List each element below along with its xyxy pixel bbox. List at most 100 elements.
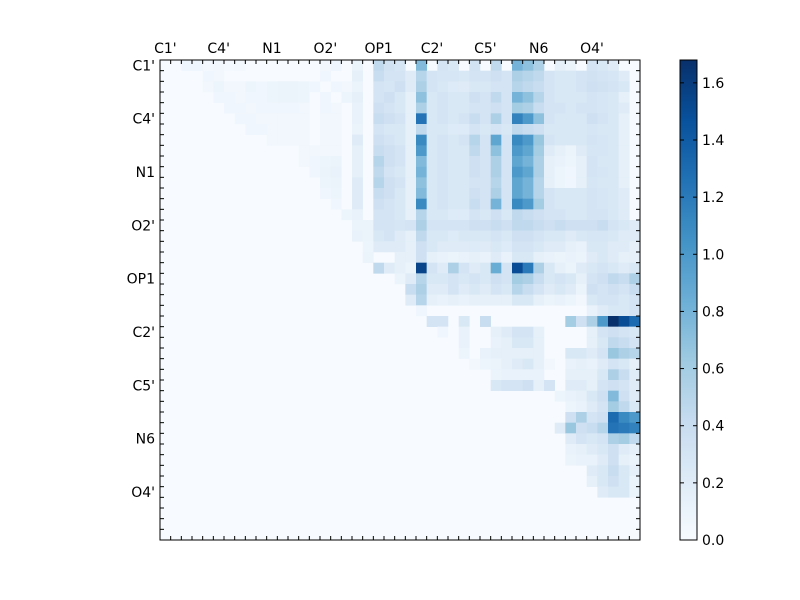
- y-tick-label: N6: [136, 432, 155, 448]
- heatmap-cell: [416, 188, 427, 199]
- heatmap-cell: [608, 177, 619, 189]
- heatmap-cell: [629, 390, 641, 402]
- heatmap-cell: [565, 284, 577, 295]
- heatmap-cell: [480, 284, 491, 295]
- heatmap-cell: [352, 81, 363, 93]
- heatmap-cell: [597, 124, 609, 135]
- heatmap-cell: [597, 294, 609, 306]
- heatmap-cell: [629, 326, 641, 338]
- heatmap-cell: [522, 380, 534, 391]
- heatmap-cell: [288, 134, 299, 146]
- heatmap-cell: [469, 81, 481, 93]
- heatmap-cell: [480, 241, 491, 253]
- heatmap-cell: [501, 102, 513, 114]
- heatmap-cell: [320, 166, 331, 178]
- heatmap-cell: [373, 102, 385, 114]
- heatmap-cell: [490, 134, 502, 146]
- heatmap-cell: [458, 220, 470, 231]
- heatmap-cell: [416, 209, 427, 221]
- heatmap-cell: [576, 380, 587, 391]
- heatmap-cell: [512, 230, 523, 242]
- heatmap-cell: [597, 284, 609, 295]
- x-tick-label: C5': [474, 41, 497, 57]
- heatmap-cell: [586, 326, 598, 338]
- heatmap-cell: [384, 124, 395, 135]
- heatmap-cell: [597, 369, 609, 381]
- heatmap-cell: [458, 102, 470, 114]
- heatmap-cell: [437, 220, 449, 231]
- heatmap-cell: [416, 284, 427, 295]
- heatmap-cell: [586, 113, 598, 125]
- heatmap-cell: [576, 390, 587, 402]
- heatmap-cell: [544, 92, 555, 103]
- heatmap-cell: [522, 348, 534, 359]
- heatmap-cell: [405, 113, 417, 125]
- heatmap-cell: [469, 273, 481, 285]
- heatmap-cell: [373, 92, 385, 103]
- heatmap-cell: [533, 241, 545, 253]
- heatmap-cell: [330, 156, 342, 167]
- heatmap-cell: [298, 156, 310, 167]
- heatmap-cell: [501, 326, 513, 338]
- x-tick-label: C4': [207, 41, 230, 57]
- heatmap-cell: [426, 262, 438, 274]
- x-tick-label: C1': [154, 41, 177, 57]
- heatmap-cell: [405, 134, 417, 146]
- heatmap-cell: [501, 230, 513, 242]
- heatmap-cell: [512, 284, 523, 295]
- heatmap-cell: [544, 177, 555, 189]
- heatmap-cell: [629, 486, 641, 498]
- heatmap-cell: [405, 102, 417, 114]
- heatmap-cell: [298, 102, 310, 114]
- heatmap-cell: [490, 113, 502, 125]
- heatmap-cell: [469, 294, 481, 306]
- heatmap-cell: [384, 177, 395, 189]
- heatmap-cell: [458, 166, 470, 178]
- heatmap-cell: [480, 358, 491, 370]
- heatmap-cell: [597, 380, 609, 391]
- heatmap-cell: [618, 113, 630, 125]
- heatmap-cell: [384, 230, 395, 242]
- heatmap-cell: [597, 476, 609, 487]
- heatmap-cell: [490, 252, 502, 263]
- heatmap-cell: [565, 454, 577, 466]
- heatmap-cell: [480, 102, 491, 114]
- heatmap-cell: [245, 124, 257, 135]
- heatmap-cell: [565, 358, 577, 370]
- heatmap-cell: [586, 102, 598, 114]
- heatmap-cell: [629, 380, 641, 391]
- heatmap-cell: [320, 145, 331, 157]
- heatmap-cell: [533, 134, 545, 146]
- axis-tick-labels: C1' C4' N1 O2' OP1 C2' C5' N6 O4' C1' C4' N1 O2' OP1 C…: [127, 41, 604, 501]
- colorbar-tick-label: 1.2: [702, 190, 724, 206]
- heatmap-cell: [554, 145, 566, 157]
- heatmap-cell: [544, 209, 555, 221]
- heatmap-cell: [608, 273, 619, 285]
- heatmap-cell: [501, 358, 513, 370]
- heatmap-cell: [629, 476, 641, 487]
- heatmap-cell: [565, 92, 577, 103]
- heatmap-cell: [501, 294, 513, 306]
- heatmap-cell: [586, 294, 598, 306]
- heatmap-cell: [565, 156, 577, 167]
- heatmap-cell: [618, 145, 630, 157]
- heatmap-cell: [469, 145, 481, 157]
- heatmap-cell: [448, 198, 459, 210]
- heatmap-cell: [586, 166, 598, 178]
- colorbar-tick-label: 0.0: [702, 533, 724, 549]
- heatmap-cell: [512, 220, 523, 231]
- heatmap-cell: [586, 70, 598, 82]
- heatmap-cell: [320, 177, 331, 189]
- heatmap-cell: [352, 134, 363, 146]
- heatmap-cell: [469, 252, 481, 263]
- heatmap-cell: [245, 92, 257, 103]
- heatmap-cell: [629, 465, 641, 477]
- heatmap-cell: [544, 284, 555, 295]
- heatmap-cell: [426, 92, 438, 103]
- heatmap-cell: [586, 198, 598, 210]
- heatmap-cell: [629, 358, 641, 370]
- heatmap-cell: [426, 156, 438, 167]
- heatmap-cell: [512, 70, 523, 82]
- heatmap-cell: [586, 412, 598, 423]
- heatmap-cell: [416, 70, 427, 82]
